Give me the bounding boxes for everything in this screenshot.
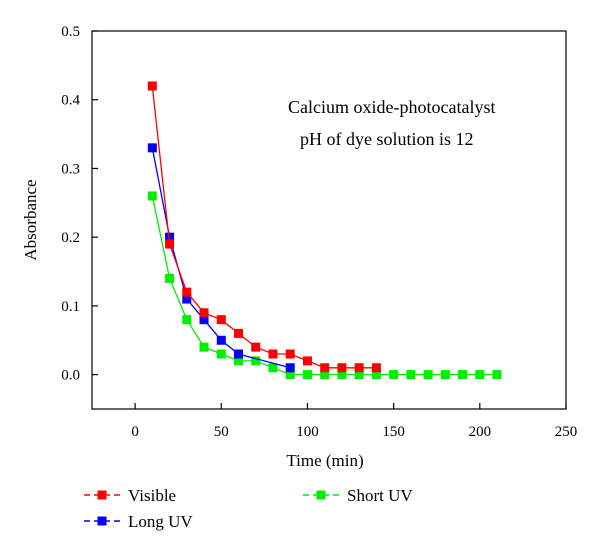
legend-label: Visible xyxy=(128,486,176,505)
data-point xyxy=(147,191,157,201)
data-point xyxy=(268,349,278,359)
x-tick-label: 150 xyxy=(382,424,405,440)
data-point xyxy=(285,370,295,380)
data-point xyxy=(199,308,209,318)
series-short-uv xyxy=(147,191,502,380)
data-point xyxy=(458,370,468,380)
data-point xyxy=(371,363,381,373)
x-tick-label: 200 xyxy=(469,424,492,440)
y-tick-label: 0.5 xyxy=(61,24,80,40)
data-point xyxy=(406,370,416,380)
data-point xyxy=(475,370,485,380)
x-axis-label: Time (min) xyxy=(286,451,363,470)
data-point xyxy=(285,363,295,373)
y-axis-ticks: 0.0 0.1 0.2 0.3 0.4 0.5 xyxy=(61,24,98,384)
data-point xyxy=(234,356,244,366)
data-point xyxy=(147,143,157,153)
data-point xyxy=(147,81,157,91)
data-point xyxy=(251,342,261,352)
data-point xyxy=(199,315,209,325)
data-point xyxy=(423,370,433,380)
data-point xyxy=(182,315,192,325)
legend-marker xyxy=(316,490,326,500)
legend-item: Long UV xyxy=(84,512,193,531)
data-point xyxy=(182,287,192,297)
data-point xyxy=(354,363,364,373)
series-visible xyxy=(147,81,381,373)
legend-item: Short UV xyxy=(303,486,413,505)
y-tick-label: 0.3 xyxy=(61,161,80,177)
data-point xyxy=(216,315,226,325)
data-point xyxy=(320,363,330,373)
series-long-uv xyxy=(147,143,295,373)
legend: Visible Long UV Short UV xyxy=(84,486,413,531)
data-point xyxy=(320,370,330,380)
data-point xyxy=(337,363,347,373)
data-point xyxy=(216,349,226,359)
data-point xyxy=(199,342,209,352)
data-point xyxy=(389,370,399,380)
data-point xyxy=(371,370,381,380)
data-point xyxy=(216,335,226,345)
data-point xyxy=(182,294,192,304)
x-tick-label: 250 xyxy=(555,424,578,440)
legend-marker xyxy=(97,516,107,526)
legend-label: Long UV xyxy=(128,512,193,531)
data-point xyxy=(492,370,502,380)
legend-label: Short UV xyxy=(347,486,413,505)
data-point xyxy=(165,232,175,242)
y-tick-label: 0.0 xyxy=(61,368,80,384)
data-point xyxy=(251,356,261,366)
data-point xyxy=(302,356,312,366)
y-axis-label: Absorbance xyxy=(21,179,40,260)
x-tick-label: 0 xyxy=(131,424,139,440)
annotation-line-1: Calcium oxide-photocatalyst xyxy=(288,97,495,117)
x-tick-label: 100 xyxy=(296,424,319,440)
data-point xyxy=(165,273,175,283)
data-point xyxy=(268,363,278,373)
legend-marker xyxy=(97,490,107,500)
plot-frame xyxy=(91,30,567,410)
legend-item: Visible xyxy=(84,486,176,505)
series-layer xyxy=(147,81,502,380)
data-point xyxy=(302,370,312,380)
data-point xyxy=(234,328,244,338)
x-axis-ticks: 0 50 100 150 200 250 xyxy=(131,403,577,440)
data-point xyxy=(354,370,364,380)
plot-border xyxy=(91,30,567,410)
data-point xyxy=(285,349,295,359)
data-point xyxy=(234,349,244,359)
y-tick-label: 0.4 xyxy=(61,93,80,109)
data-point xyxy=(337,370,347,380)
y-tick-label: 0.2 xyxy=(61,230,80,246)
annotation-line-2: pH of dye solution is 12 xyxy=(300,129,474,149)
data-point xyxy=(165,239,175,249)
x-tick-label: 50 xyxy=(214,424,229,440)
y-tick-label: 0.1 xyxy=(61,299,80,315)
series-line xyxy=(151,147,291,369)
data-point xyxy=(440,370,450,380)
